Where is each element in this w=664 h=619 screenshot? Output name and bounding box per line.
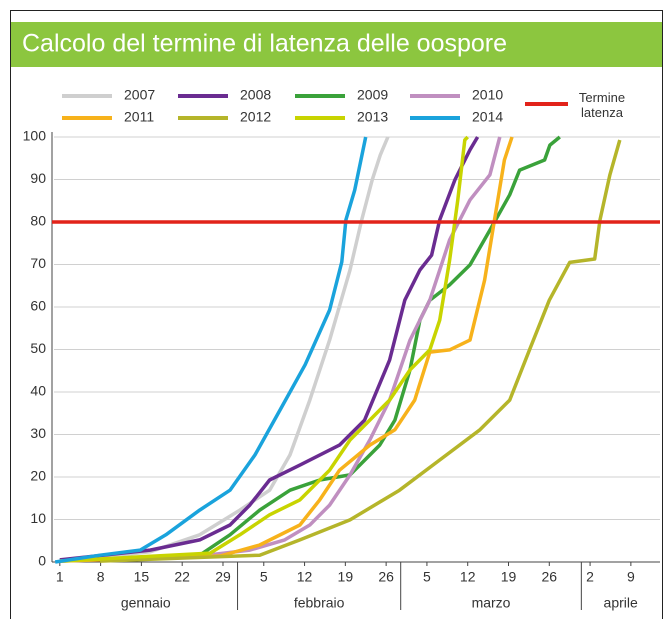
title-bar xyxy=(11,22,662,67)
y-tick-label: 80 xyxy=(30,213,46,229)
x-tick-label: 19 xyxy=(501,569,517,585)
x-tick-label: 5 xyxy=(260,569,268,585)
legend-label: 2009 xyxy=(357,87,388,103)
legend-label: 2012 xyxy=(240,109,271,125)
legend-label: 2010 xyxy=(472,87,503,103)
y-tick-label: 60 xyxy=(30,298,46,314)
series-line xyxy=(59,135,469,563)
y-tick-label: 10 xyxy=(30,510,46,526)
y-tick-label: 70 xyxy=(30,255,46,271)
series-line xyxy=(59,136,480,562)
x-group-label: febbraio xyxy=(294,595,345,611)
x-tick-label: 9 xyxy=(627,569,635,585)
series-line xyxy=(54,136,368,564)
chart-title: Calcolo del termine di latenza delle oos… xyxy=(22,30,507,58)
x-tick-label: 1 xyxy=(56,569,64,585)
x-group-label: aprile xyxy=(604,595,638,611)
y-tick-label: 40 xyxy=(30,383,46,399)
x-tick-label: 22 xyxy=(174,569,190,585)
legend-label: 2011 xyxy=(124,109,154,125)
x-tick-label: 19 xyxy=(338,569,354,585)
x-tick-label: 5 xyxy=(423,569,431,585)
x-tick-label: 12 xyxy=(460,569,476,585)
legend-label: 2007 xyxy=(124,87,155,103)
x-tick-label: 12 xyxy=(297,569,313,585)
threshold-legend-label: Termine latenza xyxy=(578,90,626,120)
frame xyxy=(10,10,663,619)
x-tick-label: 8 xyxy=(97,569,105,585)
series-line xyxy=(59,135,561,563)
y-tick-label: 0 xyxy=(38,553,46,569)
x-group-label: gennaio xyxy=(121,595,171,611)
y-tick-label: 100 xyxy=(23,128,47,144)
x-tick-label: 2 xyxy=(586,569,594,585)
y-tick-label: 20 xyxy=(30,468,46,484)
y-tick-label: 30 xyxy=(30,425,46,441)
x-tick-label: 29 xyxy=(215,569,231,585)
x-group-label: marzo xyxy=(472,595,511,611)
series-line xyxy=(59,136,390,563)
series-line xyxy=(59,136,502,563)
series-line xyxy=(99,139,622,563)
y-tick-label: 50 xyxy=(30,340,46,356)
legend-label: 2014 xyxy=(472,109,503,125)
x-tick-label: 15 xyxy=(134,569,150,585)
x-tick-label: 26 xyxy=(378,569,394,585)
series-line xyxy=(59,136,514,563)
legend-label: 2008 xyxy=(240,87,271,103)
x-tick-label: 26 xyxy=(541,569,557,585)
y-tick-label: 90 xyxy=(30,170,46,186)
legend-label: 2013 xyxy=(357,109,388,125)
